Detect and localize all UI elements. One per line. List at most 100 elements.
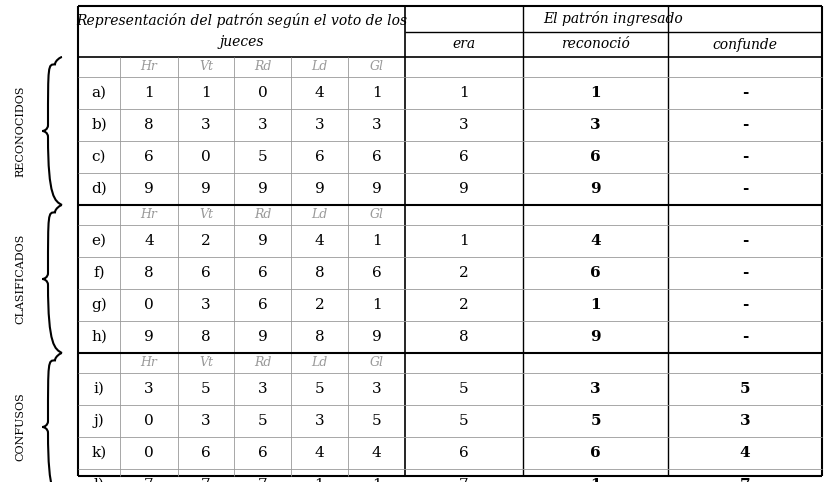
Text: 7: 7 <box>201 478 211 482</box>
Text: 7: 7 <box>257 478 268 482</box>
Text: 5: 5 <box>257 150 268 164</box>
Text: Rd: Rd <box>254 357 271 370</box>
Text: b): b) <box>91 118 107 132</box>
Text: 0: 0 <box>257 86 268 100</box>
Text: Vt: Vt <box>199 209 213 222</box>
Text: Rd: Rd <box>254 61 271 73</box>
Text: c): c) <box>92 150 106 164</box>
Text: 5: 5 <box>459 382 469 396</box>
Text: 5: 5 <box>590 414 601 428</box>
Text: 9: 9 <box>201 182 211 196</box>
Text: 7: 7 <box>459 478 469 482</box>
Text: 3: 3 <box>314 118 324 132</box>
Text: 7: 7 <box>144 478 154 482</box>
Text: 2: 2 <box>201 234 211 248</box>
Text: El patrón ingresado: El patrón ingresado <box>543 12 683 27</box>
Text: RECONOCIDOS: RECONOCIDOS <box>15 85 25 177</box>
Text: 3: 3 <box>590 118 601 132</box>
Text: -: - <box>742 330 748 344</box>
Text: 8: 8 <box>144 118 154 132</box>
Text: 6: 6 <box>257 298 268 312</box>
Text: a): a) <box>91 86 106 100</box>
Text: 6: 6 <box>590 150 601 164</box>
Text: 6: 6 <box>459 446 469 460</box>
Text: 6: 6 <box>372 150 381 164</box>
Text: -: - <box>742 150 748 164</box>
Text: 6: 6 <box>201 266 211 280</box>
Text: j): j) <box>94 414 104 428</box>
Text: 3: 3 <box>257 382 268 396</box>
Text: reconoció: reconoció <box>561 38 630 52</box>
Text: Representación del patrón según el voto de los: Representación del patrón según el voto … <box>76 13 407 27</box>
Text: i): i) <box>94 382 104 396</box>
Text: 1: 1 <box>459 234 469 248</box>
Text: jueces: jueces <box>219 35 263 49</box>
Text: 4: 4 <box>144 234 154 248</box>
Text: Vt: Vt <box>199 357 213 370</box>
Text: 2: 2 <box>459 266 469 280</box>
Text: 1: 1 <box>590 478 601 482</box>
Text: 4: 4 <box>314 86 324 100</box>
Text: Hr: Hr <box>140 357 157 370</box>
Text: 6: 6 <box>144 150 154 164</box>
Text: 1: 1 <box>372 298 381 312</box>
Text: 9: 9 <box>257 330 268 344</box>
Text: 4: 4 <box>314 446 324 460</box>
Text: 3: 3 <box>459 118 469 132</box>
Text: 9: 9 <box>459 182 469 196</box>
Text: -: - <box>742 298 748 312</box>
Text: -: - <box>742 118 748 132</box>
Text: 8: 8 <box>314 266 324 280</box>
Text: era: era <box>452 38 476 52</box>
Text: 4: 4 <box>372 446 381 460</box>
Text: d): d) <box>91 182 107 196</box>
Text: g): g) <box>91 298 107 312</box>
Text: 1: 1 <box>372 234 381 248</box>
Text: 9: 9 <box>257 182 268 196</box>
Text: 9: 9 <box>257 234 268 248</box>
Text: -: - <box>742 86 748 100</box>
Text: confunde: confunde <box>712 38 777 52</box>
Text: Vt: Vt <box>199 61 213 73</box>
Text: 1: 1 <box>314 478 324 482</box>
Text: k): k) <box>91 446 107 460</box>
Text: 5: 5 <box>201 382 211 396</box>
Text: 4: 4 <box>590 234 601 248</box>
Text: l): l) <box>94 478 104 482</box>
Text: 3: 3 <box>201 298 211 312</box>
Text: Gl: Gl <box>370 357 384 370</box>
Text: 6: 6 <box>257 266 268 280</box>
Text: -: - <box>742 266 748 280</box>
Text: 3: 3 <box>144 382 154 396</box>
Text: e): e) <box>91 234 106 248</box>
Text: 1: 1 <box>459 86 469 100</box>
Text: 6: 6 <box>201 446 211 460</box>
Text: 3: 3 <box>590 382 601 396</box>
Text: Hr: Hr <box>140 61 157 73</box>
Text: 6: 6 <box>459 150 469 164</box>
Text: 4: 4 <box>740 446 751 460</box>
Text: 9: 9 <box>372 330 381 344</box>
Text: 8: 8 <box>201 330 211 344</box>
Text: 6: 6 <box>314 150 324 164</box>
Text: 5: 5 <box>314 382 324 396</box>
Text: 0: 0 <box>144 446 154 460</box>
Text: 6: 6 <box>257 446 268 460</box>
Text: Ld: Ld <box>311 357 328 370</box>
Text: 7: 7 <box>740 478 751 482</box>
Text: 1: 1 <box>590 298 601 312</box>
Text: 5: 5 <box>740 382 750 396</box>
Text: Rd: Rd <box>254 209 271 222</box>
Text: 8: 8 <box>314 330 324 344</box>
Text: Hr: Hr <box>140 209 157 222</box>
Text: 6: 6 <box>590 446 601 460</box>
Text: 4: 4 <box>314 234 324 248</box>
Text: 9: 9 <box>144 182 154 196</box>
Text: 9: 9 <box>372 182 381 196</box>
Text: 2: 2 <box>314 298 324 312</box>
Text: -: - <box>742 182 748 196</box>
Text: 3: 3 <box>372 118 381 132</box>
Text: 3: 3 <box>201 118 211 132</box>
Text: 1: 1 <box>201 86 211 100</box>
Text: Ld: Ld <box>311 209 328 222</box>
